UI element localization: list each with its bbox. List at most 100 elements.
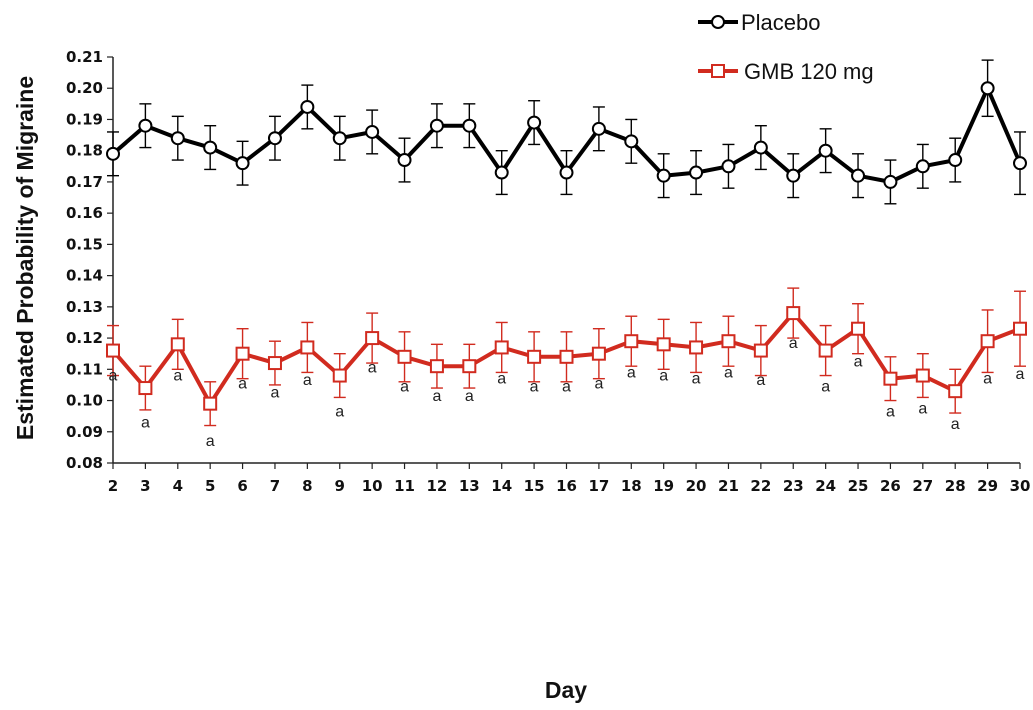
data-point-placebo	[203, 140, 218, 155]
x-axis: 2 3 4 5 6 7 8 9 10 11 12 13 14 15 16 17 18 19 20 21 22 23 24 25…	[108, 462, 1031, 495]
significance-label: a	[368, 360, 377, 377]
x-tick-label: 12	[426, 477, 447, 495]
x-tick-label: 3	[140, 477, 150, 495]
significance-label: a	[400, 378, 409, 395]
x-tick-label: 14	[491, 477, 512, 495]
x-tick-label: 7	[270, 477, 280, 495]
data-point-gmb	[818, 343, 833, 358]
x-axis-title: Day	[545, 677, 587, 703]
data-point-placebo	[462, 118, 477, 133]
y-tick-label: 0.19	[66, 110, 103, 128]
x-tick-label: 6	[237, 477, 247, 495]
x-tick-label: 25	[848, 477, 869, 495]
data-point-placebo	[170, 131, 185, 146]
significance-label: a	[1016, 366, 1025, 383]
y-tick-label: 0.21	[66, 48, 103, 66]
x-tick-label: 23	[783, 477, 804, 495]
series-gmb	[106, 287, 1027, 427]
data-point-placebo	[721, 159, 736, 174]
data-point-placebo	[689, 165, 704, 180]
data-point-gmb	[883, 371, 898, 386]
data-point-placebo	[915, 159, 930, 174]
significance-label: a	[432, 388, 441, 405]
data-point-gmb	[851, 321, 866, 336]
data-point-placebo	[948, 153, 963, 168]
y-tick-label: 0.17	[66, 173, 103, 191]
data-point-placebo	[267, 131, 282, 146]
data-point-placebo	[980, 81, 995, 96]
x-tick-label: 29	[977, 477, 998, 495]
significance-label: a	[789, 335, 798, 352]
data-point-placebo	[494, 165, 509, 180]
significance-label: a	[530, 378, 539, 395]
data-point-placebo	[851, 168, 866, 183]
data-point-placebo	[138, 118, 153, 133]
x-tick-label: 28	[945, 477, 966, 495]
significance-label: a	[724, 364, 733, 381]
data-point-gmb	[624, 334, 639, 349]
significance-label: a	[918, 400, 927, 417]
data-point-gmb	[948, 384, 963, 399]
x-tick-label: 19	[653, 477, 674, 495]
data-point-placebo	[235, 156, 250, 171]
x-tick-label: 30	[1010, 477, 1031, 495]
significance-label: a	[206, 433, 215, 450]
y-tick-label: 0.09	[66, 423, 103, 441]
x-tick-label: 8	[302, 477, 312, 495]
x-tick-label: 13	[459, 477, 480, 495]
data-point-placebo	[656, 168, 671, 183]
data-point-gmb	[235, 346, 250, 361]
data-point-gmb	[786, 306, 801, 321]
data-point-gmb	[527, 349, 542, 364]
data-point-gmb	[915, 368, 930, 383]
legend-item-gmb: GMB 120 mg	[698, 59, 874, 84]
significance-label: a	[659, 368, 668, 385]
y-tick-label: 0.13	[66, 298, 103, 316]
data-point-placebo	[429, 118, 444, 133]
significance-label: a	[335, 403, 344, 420]
significance-label: a	[238, 375, 247, 392]
significance-label: a	[594, 375, 603, 392]
data-point-placebo	[559, 165, 574, 180]
data-point-gmb	[559, 349, 574, 364]
significance-label: a	[271, 385, 280, 402]
data-point-gmb	[365, 331, 380, 346]
data-point-gmb	[429, 359, 444, 374]
x-tick-label: 17	[588, 477, 609, 495]
data-point-gmb	[300, 340, 315, 355]
data-point-gmb	[106, 343, 120, 358]
legend-label-gmb: GMB 120 mg	[744, 59, 874, 84]
x-tick-label: 11	[394, 477, 415, 495]
x-tick-label: 20	[686, 477, 707, 495]
y-tick-label: 0.08	[66, 454, 103, 472]
legend: Placebo GMB 120 mg	[698, 10, 874, 84]
x-tick-label: 27	[912, 477, 933, 495]
x-tick-label: 4	[173, 477, 183, 495]
data-point-gmb	[267, 356, 282, 371]
data-point-gmb	[1013, 321, 1027, 336]
data-point-gmb	[170, 337, 185, 352]
series-layer	[106, 59, 1027, 427]
data-point-placebo	[883, 174, 898, 189]
x-tick-label: 15	[524, 477, 545, 495]
y-tick-label: 0.16	[66, 204, 103, 222]
data-point-placebo	[106, 146, 120, 161]
data-point-placebo	[527, 115, 542, 130]
y-tick-label: 0.15	[66, 235, 103, 253]
y-tick-label: 0.12	[66, 329, 103, 347]
x-tick-label: 16	[556, 477, 577, 495]
x-tick-label: 24	[815, 477, 836, 495]
significance-label: a	[303, 372, 312, 389]
data-point-gmb	[138, 381, 153, 396]
legend-marker-placebo	[711, 15, 725, 29]
x-tick-label: 18	[621, 477, 642, 495]
x-tick-label: 22	[750, 477, 771, 495]
data-point-placebo	[1013, 156, 1027, 171]
significance-annotations: a a a a a a a a a a a a a a a a a a a a a a a a a a a a a	[109, 335, 1025, 450]
significance-label: a	[692, 371, 701, 388]
x-tick-label: 21	[718, 477, 739, 495]
data-point-gmb	[689, 340, 704, 355]
data-point-placebo	[624, 134, 639, 149]
legend-label-placebo: Placebo	[741, 10, 821, 35]
